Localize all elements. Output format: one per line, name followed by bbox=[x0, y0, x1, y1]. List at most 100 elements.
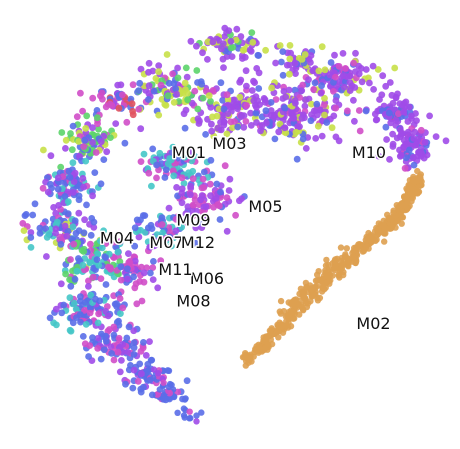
cell-point bbox=[46, 314, 54, 322]
cell-point bbox=[150, 258, 157, 265]
cell-point bbox=[370, 86, 377, 93]
cell-point bbox=[76, 311, 84, 318]
cell-point bbox=[382, 123, 390, 131]
m02-point bbox=[390, 209, 397, 216]
cell-point bbox=[93, 256, 101, 263]
cell-point bbox=[129, 111, 137, 119]
cell-point bbox=[158, 96, 166, 103]
cell-point bbox=[137, 65, 145, 73]
cell-point bbox=[110, 254, 118, 261]
cell-point bbox=[125, 323, 133, 331]
cell-point bbox=[87, 240, 94, 248]
cell-point bbox=[140, 150, 148, 158]
m02-point bbox=[264, 341, 272, 348]
cell-point bbox=[86, 309, 94, 317]
cell-point bbox=[62, 145, 69, 152]
cell-point bbox=[83, 112, 91, 120]
cell-point bbox=[71, 169, 79, 177]
cluster-label-m11: M11 bbox=[158, 260, 192, 279]
cell-point bbox=[27, 234, 35, 241]
cell-point bbox=[387, 119, 395, 127]
cell-point bbox=[186, 408, 193, 415]
cell-point bbox=[386, 79, 394, 86]
cell-point bbox=[75, 227, 83, 235]
m02-point bbox=[381, 238, 388, 245]
cell-point bbox=[189, 201, 197, 209]
m02-point bbox=[285, 299, 292, 306]
cell-point bbox=[93, 114, 101, 122]
cell-point bbox=[36, 230, 44, 237]
cell-point bbox=[145, 82, 153, 89]
cell-point bbox=[426, 112, 433, 120]
cell-point bbox=[115, 104, 123, 112]
cell-point bbox=[82, 321, 90, 328]
m02-point bbox=[292, 296, 300, 303]
cell-point bbox=[124, 275, 131, 283]
cell-point bbox=[335, 63, 343, 70]
cell-point bbox=[133, 300, 141, 308]
cell-point bbox=[242, 118, 250, 125]
cell-point bbox=[130, 339, 138, 346]
cell-point bbox=[187, 414, 194, 422]
cell-point bbox=[421, 138, 429, 146]
cell-point bbox=[181, 414, 188, 421]
m02-point bbox=[333, 255, 341, 262]
cell-point bbox=[82, 157, 90, 165]
cell-point bbox=[102, 254, 109, 261]
cell-point bbox=[223, 194, 231, 202]
cell-point bbox=[89, 192, 96, 200]
cell-point bbox=[134, 377, 142, 385]
cell-point bbox=[223, 91, 231, 99]
cell-point bbox=[183, 377, 191, 385]
m02-point bbox=[344, 256, 352, 263]
cell-point bbox=[187, 37, 195, 45]
cell-point bbox=[57, 280, 65, 288]
m02-point bbox=[280, 308, 288, 315]
cell-point bbox=[95, 125, 102, 133]
cell-point bbox=[139, 212, 147, 219]
cell-point bbox=[398, 130, 405, 138]
cell-point bbox=[58, 129, 66, 136]
cell-point bbox=[148, 391, 156, 399]
cell-point bbox=[216, 216, 224, 223]
cell-point bbox=[130, 366, 138, 374]
cell-point bbox=[288, 109, 296, 117]
m02-point bbox=[322, 267, 329, 274]
cell-point bbox=[227, 118, 235, 126]
cell-point bbox=[218, 45, 225, 53]
cell-point bbox=[85, 277, 92, 285]
cell-point bbox=[415, 149, 423, 157]
cell-point bbox=[307, 117, 315, 125]
cell-point bbox=[186, 191, 194, 199]
cell-point bbox=[330, 112, 338, 120]
cell-point bbox=[145, 68, 152, 76]
cell-point bbox=[194, 115, 202, 123]
cell-point bbox=[58, 309, 66, 317]
cell-point bbox=[242, 67, 250, 75]
cell-point bbox=[217, 188, 224, 196]
cell-point bbox=[53, 218, 61, 226]
cell-point bbox=[199, 49, 206, 57]
m02-point bbox=[403, 185, 410, 192]
cell-point bbox=[63, 232, 71, 240]
cell-point bbox=[223, 227, 231, 235]
cell-point bbox=[216, 202, 223, 210]
cell-point bbox=[204, 56, 211, 63]
cell-point bbox=[150, 87, 158, 95]
cell-point bbox=[237, 76, 245, 84]
cell-point bbox=[251, 79, 258, 86]
cell-point bbox=[198, 409, 205, 416]
m02-point bbox=[312, 291, 319, 298]
cell-point bbox=[315, 67, 323, 75]
m02-point bbox=[362, 236, 369, 244]
cell-point bbox=[178, 174, 186, 182]
cell-point bbox=[417, 126, 425, 134]
cell-point bbox=[130, 273, 138, 281]
cell-point bbox=[209, 38, 217, 46]
cell-point bbox=[117, 310, 124, 317]
cell-point bbox=[165, 204, 173, 212]
cell-point bbox=[73, 113, 81, 121]
cell-point bbox=[121, 139, 129, 147]
cell-point bbox=[150, 374, 157, 382]
cluster-label-m07: M07 bbox=[149, 233, 183, 252]
